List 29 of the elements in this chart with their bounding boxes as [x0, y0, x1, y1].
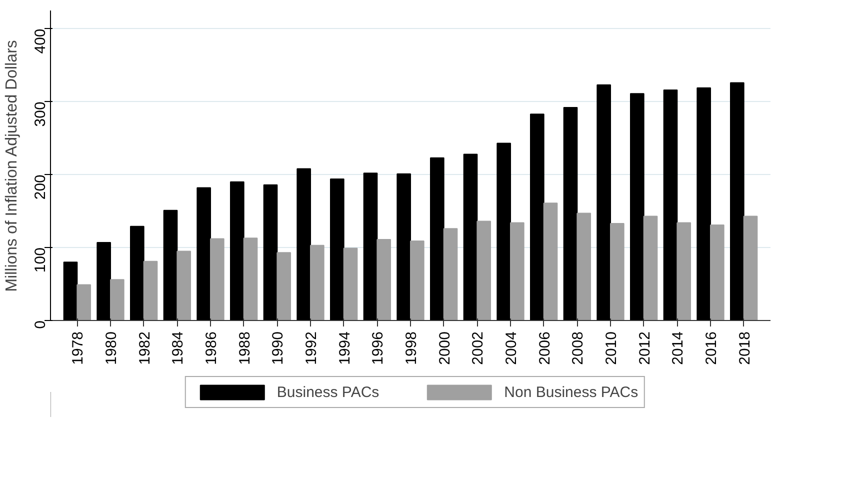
- x-tick-label: 1998: [403, 331, 420, 365]
- y-axis-title: Millions of Inflation Adjusted Dollars: [4, 40, 20, 292]
- legend-label: Business PACs: [276, 384, 380, 400]
- x-tick-label: 2018: [736, 331, 754, 365]
- y-tick-label: 300: [32, 102, 49, 127]
- x-tick-label: 2014: [670, 331, 687, 365]
- y-tick-label: 100: [32, 248, 49, 273]
- y-tick-label: 0: [32, 320, 49, 329]
- x-tick-label: 1978: [70, 331, 87, 365]
- x-tick-label: 2006: [536, 331, 554, 365]
- legend-label: Non Business PACs: [504, 384, 638, 400]
- x-tick-label: 1988: [236, 331, 254, 365]
- x-tick-label: 2016: [703, 331, 720, 365]
- x-tick-label: 1992: [303, 331, 320, 365]
- x-tick-label: 2004: [503, 331, 520, 365]
- x-tick-label: 2000: [436, 331, 454, 365]
- x-tick-label: 1990: [270, 331, 287, 365]
- y-tick-label: 200: [32, 174, 49, 200]
- x-tick-label: 1982: [136, 331, 154, 365]
- x-tick-label: 1994: [336, 331, 354, 365]
- x-tick-label: 2002: [470, 331, 487, 365]
- x-tick-label: 2008: [570, 331, 587, 365]
- x-tick-label: 1986: [203, 331, 220, 365]
- y-tick-label: 400: [32, 28, 49, 54]
- x-tick-label: 1984: [170, 331, 187, 365]
- x-tick-label: 1980: [103, 331, 120, 365]
- x-tick-label: 2012: [636, 331, 654, 365]
- x-tick-label: 1996: [370, 331, 387, 365]
- x-tick-label: 2010: [603, 331, 620, 365]
